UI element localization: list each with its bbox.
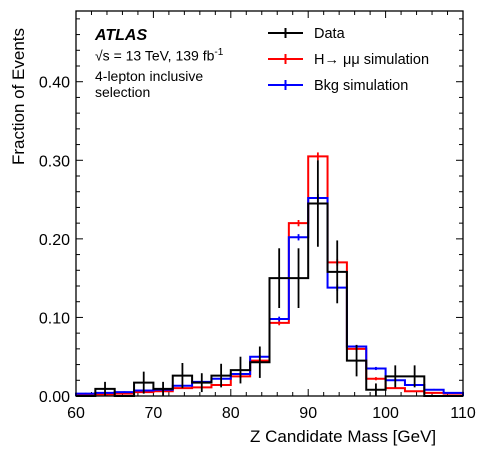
legend-label: Bkg simulation [314, 78, 408, 94]
x-tick-label: 60 [67, 405, 85, 422]
x-tick-label: 100 [372, 405, 399, 422]
atlas-label: ATLAS [95, 27, 148, 44]
series-data [76, 160, 463, 397]
energy-lumi-label: √s = 13 TeV, 139 fb-1 [95, 47, 223, 64]
y-tick-label: 0.40 [39, 75, 70, 92]
plot-frame [75, 10, 464, 397]
legend-entry: Data [268, 26, 346, 42]
y-tick-label: 0.30 [39, 153, 70, 170]
y-tick-label: 0.10 [39, 310, 70, 327]
x-tick-label: 70 [145, 405, 163, 422]
legend: Data H→ μμ simulation Bkg simulation [268, 26, 429, 94]
x-axis-label: Z Candidate Mass [GeV] [250, 427, 437, 446]
series-layer [75, 152, 464, 397]
axis-tick-labels: 60 70 80 90 100 110 0.00 0.10 0.20 0.30 0.40 [39, 75, 476, 422]
lumi-unit-exponent: -1 [214, 47, 224, 58]
axis-ticks [75, 11, 464, 397]
y-tick-label: 0.00 [39, 389, 70, 406]
energy-lumi-text: √s = 13 TeV, 139 fb [95, 47, 215, 64]
legend-label: Data [314, 26, 346, 42]
x-tick-label: 80 [222, 405, 240, 422]
x-tick-label: 110 [450, 405, 476, 422]
legend-entry: H→ μμ simulation [268, 52, 429, 68]
y-tick-label: 0.20 [39, 232, 70, 249]
selection-label-line2: selection [95, 84, 151, 100]
x-tick-label: 90 [299, 405, 317, 422]
selection-label-line1: 4-lepton inclusive [95, 68, 204, 84]
y-axis-label: Fraction of Events [9, 27, 28, 165]
legend-label: H→ μμ simulation [314, 52, 429, 68]
histogram-step-line [76, 202, 463, 397]
legend-entry: Bkg simulation [268, 78, 408, 94]
